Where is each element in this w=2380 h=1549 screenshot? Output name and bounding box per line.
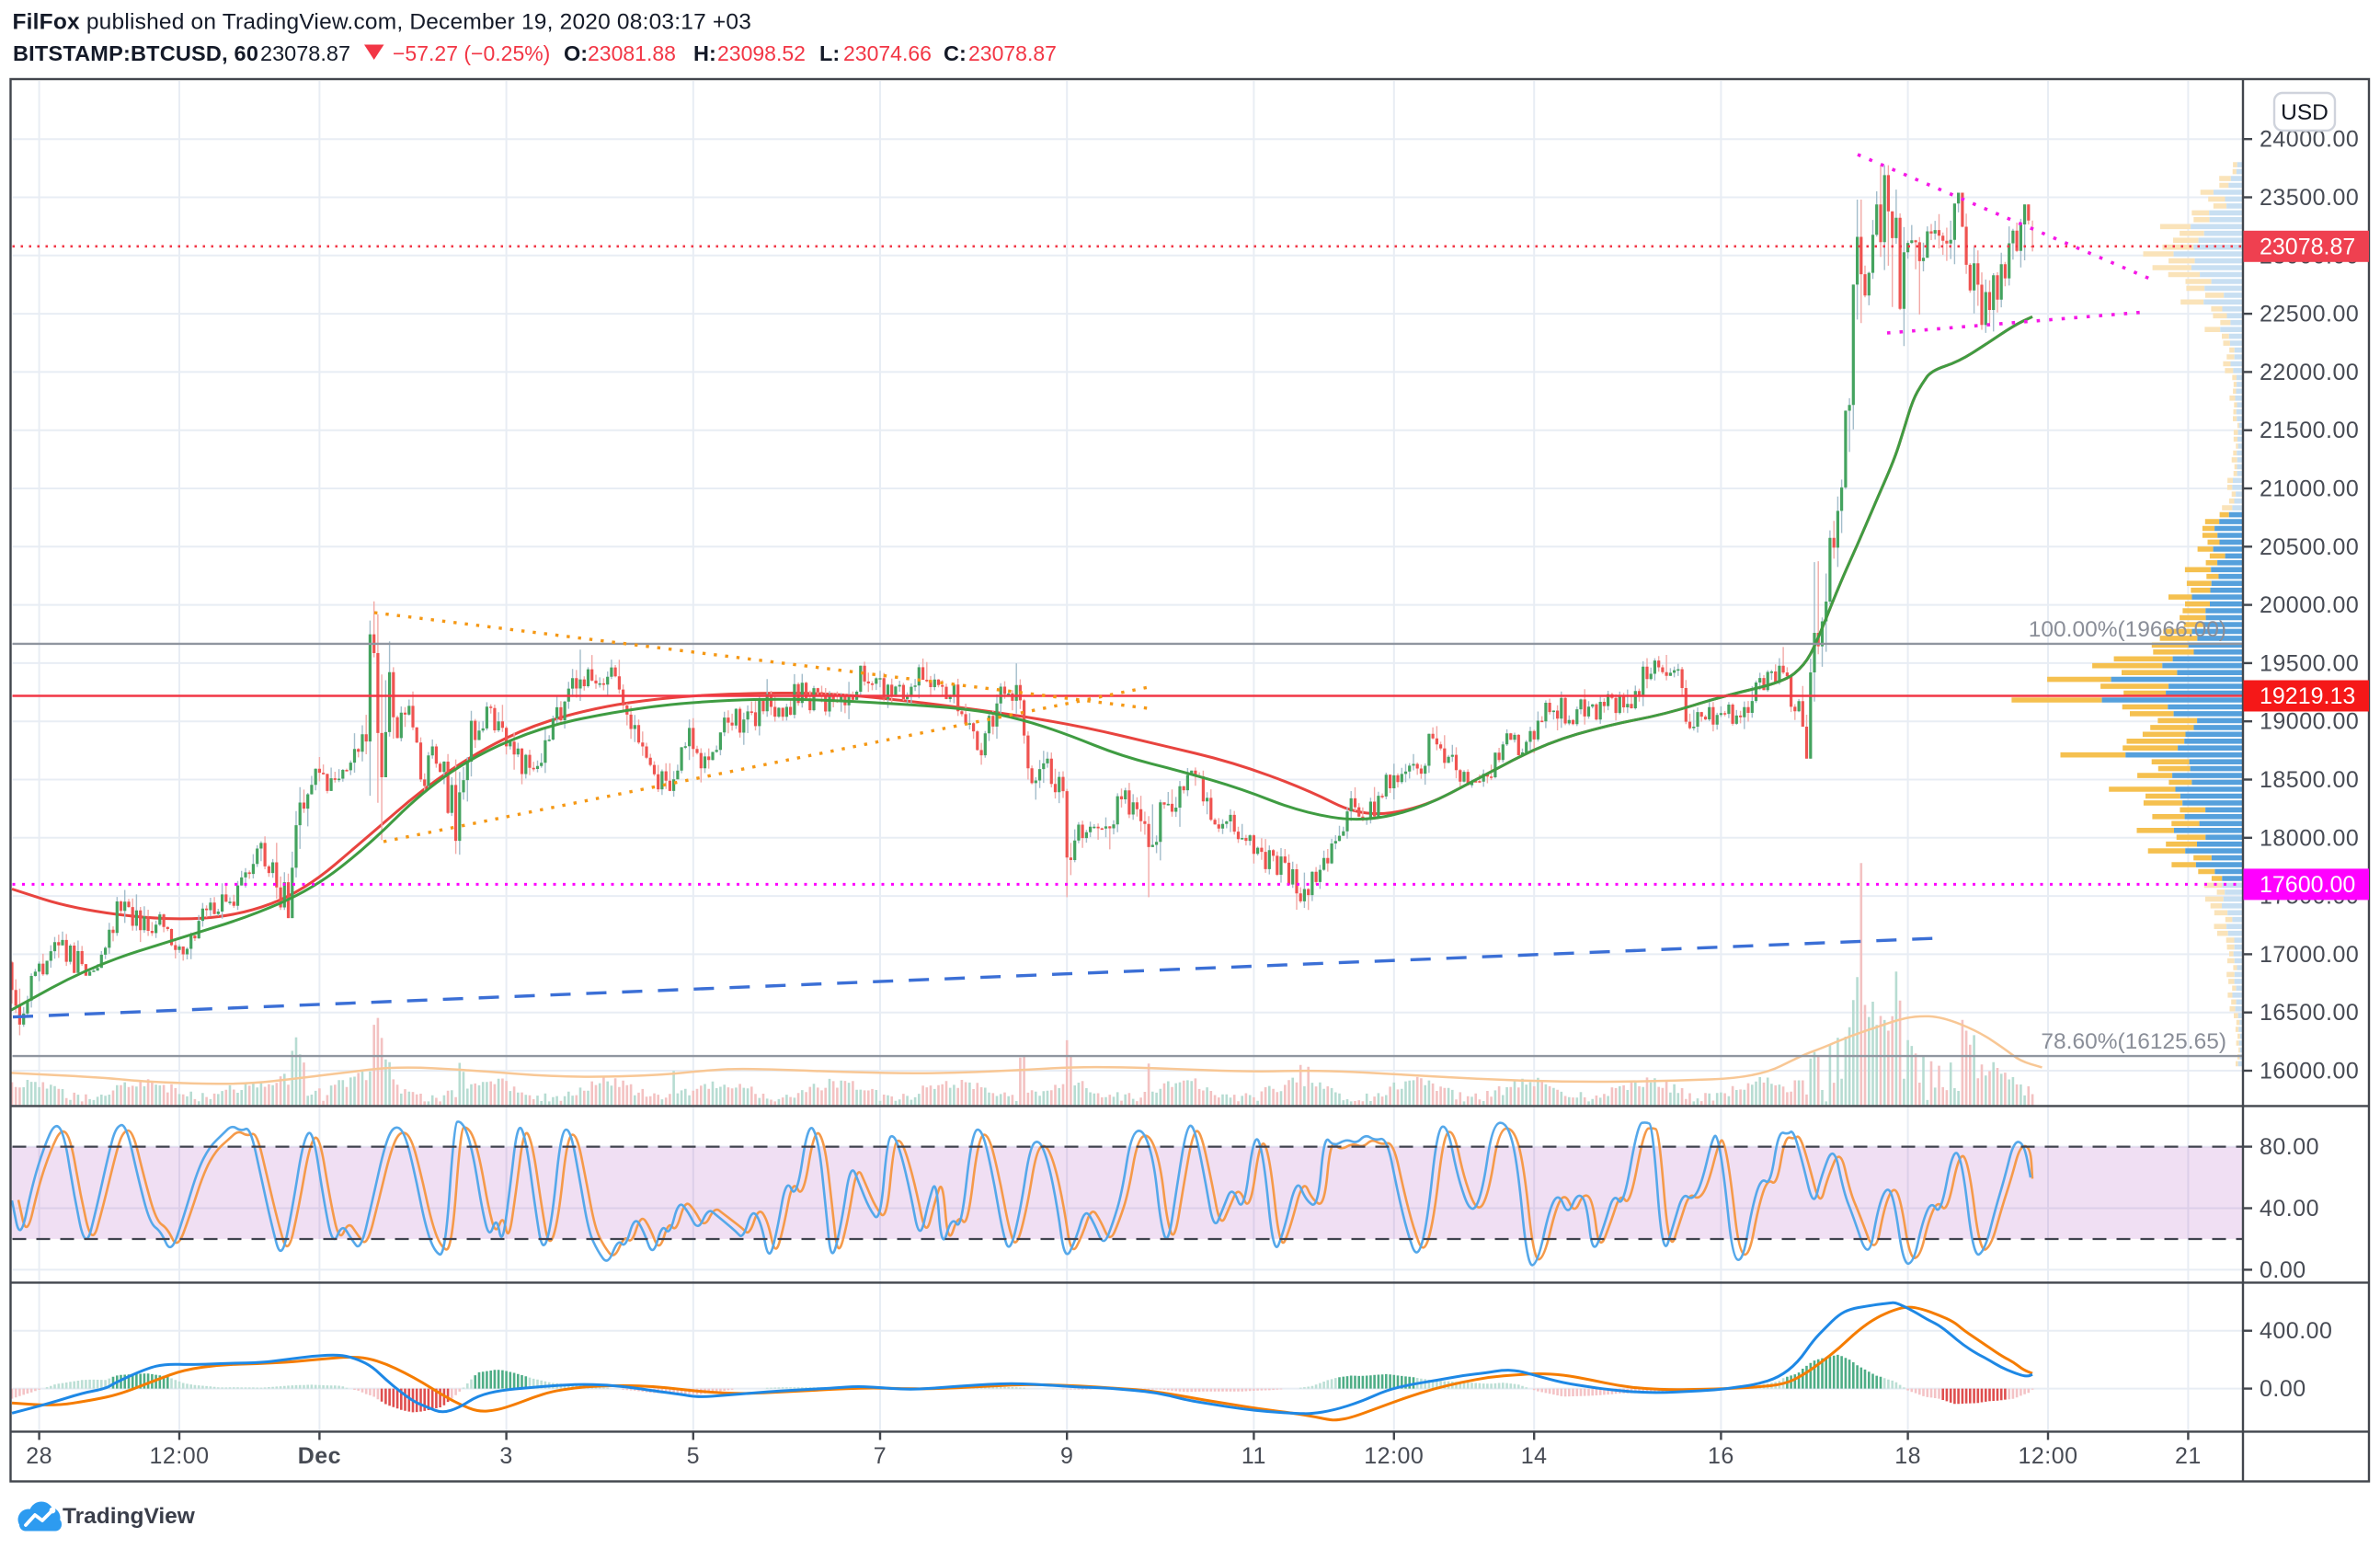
svg-text:18000.00: 18000.00 [2260,825,2359,851]
svg-text:BITSTAMP:BTCUSD, 60: BITSTAMP:BTCUSD, 60 [13,41,258,65]
svg-text:18: 18 [1894,1443,1921,1469]
svg-text:FilFox published on TradingVie: FilFox published on TradingView.com, Dec… [13,10,752,35]
svg-text:22000.00: 22000.00 [2260,360,2359,385]
svg-text:19219.13: 19219.13 [2260,683,2355,709]
svg-text:17000.00: 17000.00 [2260,942,2359,968]
svg-text:17600.00: 17600.00 [2260,872,2355,898]
svg-text:23078.87: 23078.87 [968,41,1057,65]
svg-text:19500.00: 19500.00 [2260,650,2359,676]
svg-text:12:00: 12:00 [1364,1443,1424,1469]
svg-text:23081.88: 23081.88 [588,41,676,65]
svg-text:23078.87: 23078.87 [260,41,350,65]
svg-text:20500.00: 20500.00 [2260,534,2359,560]
svg-text:21500.00: 21500.00 [2260,418,2359,443]
svg-text:400.00: 400.00 [2260,1318,2332,1344]
svg-text:−57.27 (−0.25%): −57.27 (−0.25%) [393,41,550,65]
svg-text:16500.00: 16500.00 [2260,1000,2359,1026]
svg-text:18500.00: 18500.00 [2260,767,2359,793]
svg-text:0.00: 0.00 [2260,1257,2306,1283]
svg-text:5: 5 [687,1443,700,1469]
svg-text:100.00%(19666.00): 100.00%(19666.00) [2029,617,2226,642]
svg-text:23098.52: 23098.52 [717,41,806,65]
svg-text:23074.66: 23074.66 [843,41,932,65]
svg-text:TradingView: TradingView [63,1504,196,1529]
svg-text:C:: C: [944,41,967,65]
svg-text:USD: USD [2281,100,2329,125]
svg-text:21000.00: 21000.00 [2260,476,2359,502]
svg-text:9: 9 [1060,1443,1073,1469]
svg-text:O:: O: [564,41,588,65]
svg-text:11: 11 [1241,1443,1266,1469]
svg-text:21: 21 [2175,1443,2202,1469]
svg-text:16: 16 [1708,1443,1734,1469]
svg-text:78.60%(16125.65): 78.60%(16125.65) [2041,1029,2226,1054]
svg-text:19000.00: 19000.00 [2260,709,2359,735]
svg-text:12:00: 12:00 [2018,1443,2077,1469]
svg-text:3: 3 [499,1443,512,1469]
svg-text:7: 7 [874,1443,887,1469]
svg-text:12:00: 12:00 [149,1443,209,1469]
svg-text:16000.00: 16000.00 [2260,1059,2359,1084]
svg-text:40.00: 40.00 [2260,1196,2319,1222]
svg-text:80.00: 80.00 [2260,1134,2319,1160]
svg-text:22500.00: 22500.00 [2260,302,2359,327]
svg-text:0.00: 0.00 [2260,1376,2306,1402]
svg-text:L:: L: [819,41,840,65]
svg-text:H:: H: [693,41,716,65]
svg-text:28: 28 [26,1443,52,1469]
svg-text:14: 14 [1521,1443,1548,1469]
svg-text:20000.00: 20000.00 [2260,592,2359,618]
svg-text:Dec: Dec [298,1443,341,1469]
svg-text:23500.00: 23500.00 [2260,185,2359,211]
svg-text:23078.87: 23078.87 [2260,234,2355,259]
